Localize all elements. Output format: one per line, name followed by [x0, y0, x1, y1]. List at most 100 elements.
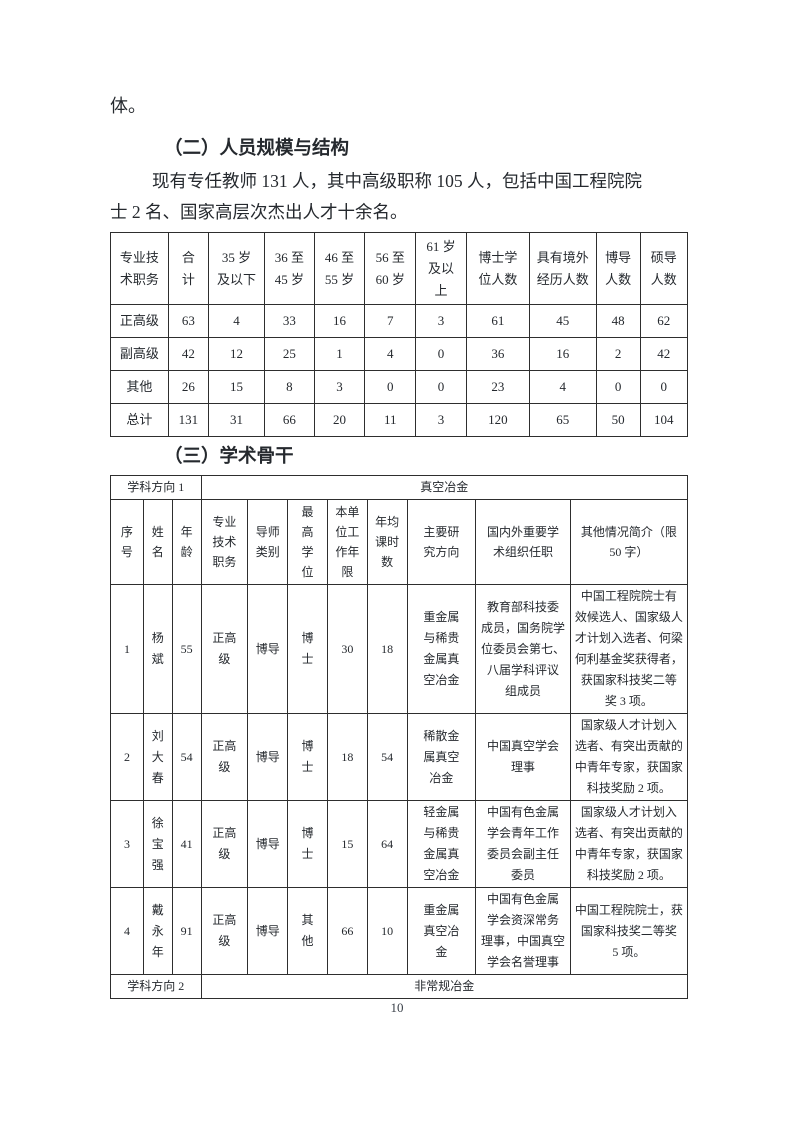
table-cell: 3	[415, 403, 467, 437]
table-cell: 31	[208, 403, 266, 437]
table-cell: 1	[110, 584, 144, 714]
table-cell: 48	[595, 304, 641, 338]
header-cell: 56 至 60 岁	[364, 232, 417, 305]
table-cell: 64	[366, 800, 408, 888]
table-cell: 41	[171, 800, 202, 888]
staff-table-header-row: 专业技 术职务 合 计 35 岁 及以下 36 至 45 岁 46 至 55 岁…	[110, 232, 689, 305]
table-cell: 16	[313, 304, 366, 338]
table-cell: 3	[415, 304, 467, 338]
header-cell: 合 计	[167, 232, 210, 305]
table-row: 其他 26 15 8 3 0 0 23 4 0 0	[110, 370, 689, 404]
table-cell: 中国有色金属 学会资深常务 理事，中国真空 学会名誉理事	[475, 887, 571, 975]
table-cell: 63	[167, 304, 210, 338]
table-cell: 20	[313, 403, 366, 437]
table-cell: 博导	[247, 713, 289, 801]
table-cell: 正高 级	[200, 584, 249, 714]
header-cell: 国内外重要学 术组织任职	[475, 499, 571, 585]
table-cell: 23	[465, 370, 530, 404]
header-cell: 年 龄	[171, 499, 202, 585]
table-cell: 4	[364, 337, 417, 371]
table-cell: 7	[364, 304, 417, 338]
table-cell: 50	[595, 403, 641, 437]
row-label-cell: 正高级	[110, 304, 169, 338]
header-cell: 博士学 位人数	[465, 232, 530, 305]
table-cell: 65	[528, 403, 597, 437]
table-cell: 25	[264, 337, 315, 371]
table-cell: 刘 大 春	[142, 713, 173, 801]
table-cell: 重金属 真空冶 金	[406, 887, 477, 975]
header-cell: 姓 名	[142, 499, 173, 585]
table-cell: 稀散金 属真空 冶金	[406, 713, 477, 801]
table-cell: 15	[326, 800, 368, 888]
table-cell: 0	[595, 370, 641, 404]
header-cell: 年均 课时 数	[366, 499, 408, 585]
table-cell: 36	[465, 337, 530, 371]
table-cell: 3	[313, 370, 366, 404]
table-cell: 正高 级	[200, 887, 249, 975]
row-label-cell: 总计	[110, 403, 169, 437]
table-cell: 62	[639, 304, 689, 338]
header-cell: 36 至 45 岁	[264, 232, 315, 305]
header-cell: 其他情况简介（限 50 字）	[569, 499, 689, 585]
section-title-personnel: （二）人员规模与结构	[164, 139, 350, 159]
table-cell: 42	[167, 337, 210, 371]
table-cell: 91	[171, 887, 202, 975]
table-cell: 博 士	[287, 713, 328, 801]
table-cell: 1	[313, 337, 366, 371]
table-cell: 16	[528, 337, 597, 371]
table-cell: 30	[326, 584, 368, 714]
table-row: 1 杨 斌 55 正高 级 博导 博 士 30 18 重金属 与稀贵 金属真 空…	[110, 584, 689, 714]
header-cell: 专业技 术职务	[110, 232, 169, 305]
table-cell: 54	[171, 713, 202, 801]
direction-value-cell: 真空冶金	[200, 475, 689, 500]
table-cell: 教育部科技委 成员，国务院学 位委员会第七、 八届学科评议 组成员	[475, 584, 571, 714]
table-cell: 正高 级	[200, 713, 249, 801]
table-cell: 8	[264, 370, 315, 404]
table-cell: 博导	[247, 584, 289, 714]
table-cell: 66	[264, 403, 315, 437]
header-cell: 主要研 究方向	[406, 499, 477, 585]
table-cell: 正高 级	[200, 800, 249, 888]
personnel-paragraph: 现有专任教师 131 人，其中高级职称 105 人，包括中国工程院院 士 2 名…	[110, 171, 642, 222]
direction-1-row: 学科方向 1 真空冶金	[110, 475, 689, 500]
table-cell: 0	[415, 370, 467, 404]
table-row: 副高级 42 12 25 1 4 0 36 16 2 42	[110, 337, 689, 371]
table-cell: 2	[110, 713, 144, 801]
direction-2-row: 学科方向 2 非常规冶金	[110, 974, 689, 999]
row-label-cell: 其他	[110, 370, 169, 404]
table-cell: 3	[110, 800, 144, 888]
table-cell: 15	[208, 370, 266, 404]
table-cell: 0	[639, 370, 689, 404]
header-cell: 46 至 55 岁	[313, 232, 366, 305]
table-cell: 中国真空学会 理事	[475, 713, 571, 801]
table-cell: 54	[366, 713, 408, 801]
table-cell: 2	[595, 337, 641, 371]
table-cell: 中国工程院院士，获 国家科技奖二等奖 5 项。	[569, 887, 689, 975]
direction-value-cell: 非常规冶金	[200, 974, 689, 999]
table-row: 4 戴 永 年 91 正高 级 博导 其 他 66 10 重金属 真空冶 金 中…	[110, 887, 689, 975]
table-cell: 重金属 与稀贵 金属真 空冶金	[406, 584, 477, 714]
table-cell: 131	[167, 403, 210, 437]
header-cell: 导师 类别	[247, 499, 289, 585]
header-cell: 硕导 人数	[639, 232, 689, 305]
header-cell: 35 岁 及以下	[208, 232, 266, 305]
table-cell: 4	[528, 370, 597, 404]
table-cell: 42	[639, 337, 689, 371]
table-cell: 0	[415, 337, 467, 371]
row-label-cell: 副高级	[110, 337, 169, 371]
header-cell: 博导 人数	[595, 232, 641, 305]
header-cell: 本单 位工 作年 限	[326, 499, 368, 585]
header-cell: 最 高 学 位	[287, 499, 328, 585]
table-cell: 其 他	[287, 887, 328, 975]
top-paragraph: 体。	[110, 96, 146, 116]
table-cell: 18	[366, 584, 408, 714]
table-cell: 4	[208, 304, 266, 338]
table-cell: 120	[465, 403, 530, 437]
backbone-table-header-row: 序 号 姓 名 年 龄 专业 技术 职务 导师 类别 最 高 学 位 本单 位工…	[110, 499, 689, 585]
table-cell: 0	[364, 370, 417, 404]
table-cell: 博 士	[287, 584, 328, 714]
table-cell: 10	[366, 887, 408, 975]
table-cell: 博导	[247, 887, 289, 975]
table-cell: 博 士	[287, 800, 328, 888]
table-cell: 轻金属 与稀贵 金属真 空冶金	[406, 800, 477, 888]
